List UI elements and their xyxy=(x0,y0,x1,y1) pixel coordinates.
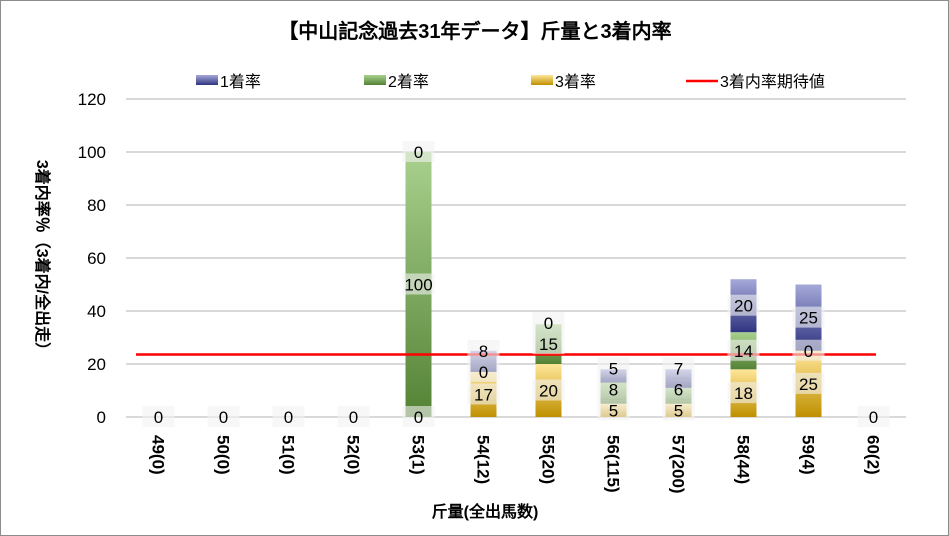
data-label: 8 xyxy=(609,380,618,399)
y-tick-label: 60 xyxy=(87,249,106,268)
data-label-bg xyxy=(662,399,695,421)
y-tick-label: 100 xyxy=(78,143,106,162)
data-label: 0 xyxy=(869,408,878,427)
data-label: 25 xyxy=(799,309,818,328)
legend: 1着率 2着率 3着率 3着内率期待値 xyxy=(196,73,825,91)
data-label-bg xyxy=(727,294,760,316)
data-label-bg xyxy=(467,383,500,405)
x-tick-label: 58(44) xyxy=(734,435,753,484)
data-label: 0 xyxy=(414,408,423,427)
y-axis-title: 3着内率％（3着内/全出走） xyxy=(33,160,52,358)
y-tick-label: 0 xyxy=(97,408,106,427)
x-tick-label: 49(0) xyxy=(149,435,168,475)
data-label: 17 xyxy=(474,385,493,404)
data-label: 5 xyxy=(609,401,618,420)
data-label-bg xyxy=(532,333,565,355)
data-label-bg xyxy=(532,312,565,334)
data-label-bg xyxy=(792,306,825,328)
data-label: 0 xyxy=(479,363,488,382)
data-label-bg xyxy=(467,339,500,361)
data-label: 25 xyxy=(799,375,818,394)
data-label-bg xyxy=(272,406,305,427)
x-axis-title: 斤量(全出馬数) xyxy=(432,502,539,521)
data-label-bg xyxy=(727,382,760,404)
data-label: 100 xyxy=(404,276,432,295)
data-label: 0 xyxy=(219,408,228,427)
y-tick-label: 80 xyxy=(87,196,106,215)
data-label-bg xyxy=(532,379,565,401)
x-tick-label: 60(2) xyxy=(864,435,883,475)
data-label-bg xyxy=(597,378,630,400)
data-label: 5 xyxy=(674,401,683,420)
x-tick-label: 53(1) xyxy=(409,435,428,475)
legend-label: 1着率 xyxy=(220,73,261,91)
data-label: 0 xyxy=(414,143,423,162)
data-label: 8 xyxy=(479,342,488,361)
data-label-bg xyxy=(792,339,825,361)
data-label-bg xyxy=(792,372,825,394)
x-tick-label: 56(115) xyxy=(604,435,623,493)
legend-swatch xyxy=(196,75,218,85)
data-label: 0 xyxy=(544,314,553,333)
data-labels: 0 0 0 0 0 100 0 17 0 8 20 15 0 5 8 5 5 6 7 18 14 20 25 0 25 0 xyxy=(142,141,890,427)
data-label-bg xyxy=(597,399,630,421)
x-tick-label: 57(200) xyxy=(669,435,688,494)
data-label: 6 xyxy=(674,380,683,399)
data-label-bg xyxy=(402,141,435,162)
gridlines xyxy=(126,98,906,418)
data-label-bg xyxy=(467,360,500,382)
data-label-bg xyxy=(142,406,175,427)
x-tick-label: 54(12) xyxy=(474,435,493,484)
data-label-bg xyxy=(857,406,890,427)
data-label: 0 xyxy=(154,408,163,427)
x-tick-label: 51(0) xyxy=(279,435,298,475)
data-label: 15 xyxy=(539,335,558,354)
legend-swatch xyxy=(531,75,553,85)
data-label-bg xyxy=(662,357,695,379)
x-tick-label: 50(0) xyxy=(214,435,233,475)
legend-swatch xyxy=(364,75,386,85)
y-axis-ticks: 0 20 40 60 80 100 120 xyxy=(78,90,106,427)
legend-label: 2着率 xyxy=(388,73,429,91)
data-label-bg xyxy=(727,339,760,361)
data-label-bg xyxy=(662,378,695,400)
data-label: 18 xyxy=(734,384,753,403)
y-tick-label: 120 xyxy=(78,90,106,109)
x-tick-label: 59(4) xyxy=(799,435,818,475)
data-label-bg xyxy=(402,273,435,295)
data-label: 14 xyxy=(734,342,753,361)
data-label-bg xyxy=(597,357,630,379)
legend-label: 3着内率期待値 xyxy=(720,73,825,91)
data-label: 0 xyxy=(284,408,293,427)
data-label-bg xyxy=(402,406,435,427)
data-label: 5 xyxy=(609,359,618,378)
legend-label: 3着率 xyxy=(555,73,596,91)
data-label: 20 xyxy=(539,382,558,401)
data-label-bg xyxy=(337,406,370,427)
x-tick-label: 55(20) xyxy=(539,435,558,484)
data-label: 0 xyxy=(349,408,358,427)
data-label: 20 xyxy=(734,297,753,316)
y-tick-label: 40 xyxy=(87,302,106,321)
x-axis-ticks: 49(0) 50(0) 51(0) 52(0) 53(1) 54(12) 55(20) 56(… xyxy=(149,435,883,494)
data-label-bg xyxy=(207,406,240,427)
x-tick-label: 52(0) xyxy=(344,435,363,475)
chart-title: 【中山記念過去31年データ】斤量と3着内率 xyxy=(278,19,671,43)
data-label: 0 xyxy=(804,342,813,361)
data-label: 7 xyxy=(674,359,683,378)
y-tick-label: 20 xyxy=(87,355,106,374)
